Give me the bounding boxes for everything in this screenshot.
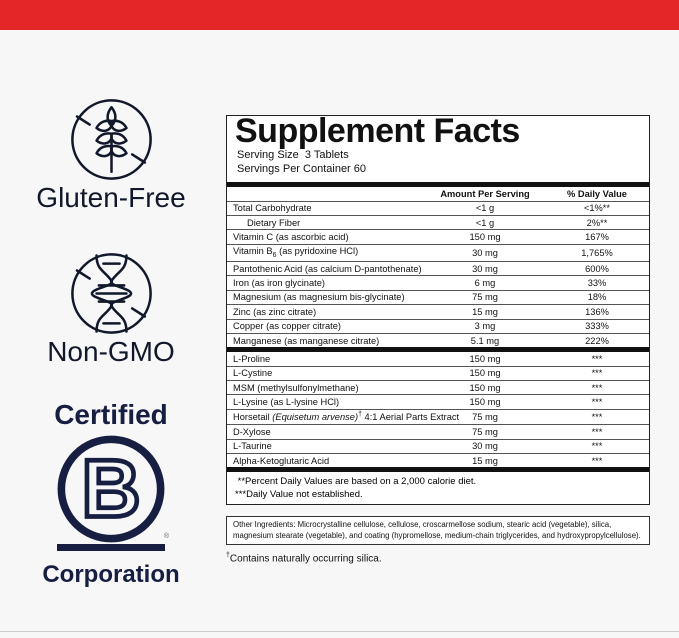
svg-text:B: B xyxy=(81,444,140,535)
